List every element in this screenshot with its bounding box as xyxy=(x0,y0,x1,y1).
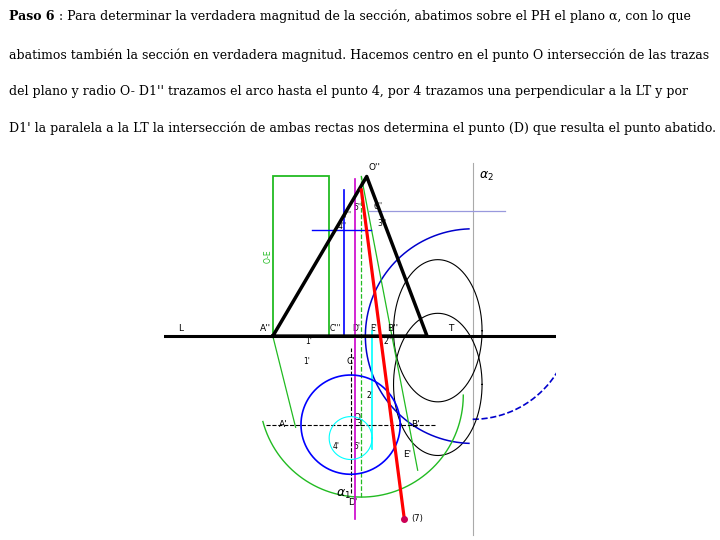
Text: C''': C''' xyxy=(330,324,341,333)
Text: 3'': 3'' xyxy=(377,219,387,228)
Text: D': D' xyxy=(352,324,360,333)
Text: (7): (7) xyxy=(411,514,423,523)
Bar xyxy=(273,177,329,336)
Text: 5': 5' xyxy=(354,442,360,451)
Text: C': C' xyxy=(346,356,355,366)
Text: L: L xyxy=(178,324,183,333)
Text: T: T xyxy=(449,324,454,333)
Text: A': A' xyxy=(279,420,287,429)
Text: : Para determinar la verdadera magnitud de la sección, abatimos sobre el PH el p: : Para determinar la verdadera magnitud … xyxy=(59,10,691,23)
Text: 2'': 2'' xyxy=(384,337,392,346)
Text: E': E' xyxy=(403,450,411,459)
Text: D1' la paralela a la LT la intersección de ambas rectas nos determina el punto (: D1' la paralela a la LT la intersección … xyxy=(9,122,716,135)
Text: 5'': 5'' xyxy=(354,203,363,212)
Text: A'': A'' xyxy=(261,324,271,333)
Text: Paso 6: Paso 6 xyxy=(9,10,55,23)
Text: D': D' xyxy=(348,498,358,508)
Text: 3': 3' xyxy=(356,419,363,428)
Text: 1': 1' xyxy=(303,357,310,366)
Text: $\alpha_2$: $\alpha_2$ xyxy=(480,170,494,183)
Text: B': B' xyxy=(411,420,420,429)
Text: 1': 1' xyxy=(305,337,312,346)
Text: E': E' xyxy=(371,324,377,333)
Text: 4'': 4'' xyxy=(338,221,346,231)
Text: del plano y radio O- D1'' trazamos el arco hasta el punto 4, por 4 trazamos una : del plano y radio O- D1'' trazamos el ar… xyxy=(9,85,688,98)
Text: 2': 2' xyxy=(366,391,374,400)
Text: O'': O'' xyxy=(368,163,380,172)
Text: $\alpha_1$: $\alpha_1$ xyxy=(336,488,351,501)
Text: 7'': 7'' xyxy=(343,211,352,220)
Text: B'': B'' xyxy=(387,324,398,333)
Text: O': O' xyxy=(354,413,363,422)
Text: O-E: O-E xyxy=(264,249,272,263)
Text: 4': 4' xyxy=(333,442,340,451)
Text: abatimos también la sección en verdadera magnitud. Hacemos centro en el punto O : abatimos también la sección en verdadera… xyxy=(9,49,709,62)
Text: 6'': 6'' xyxy=(374,201,382,211)
